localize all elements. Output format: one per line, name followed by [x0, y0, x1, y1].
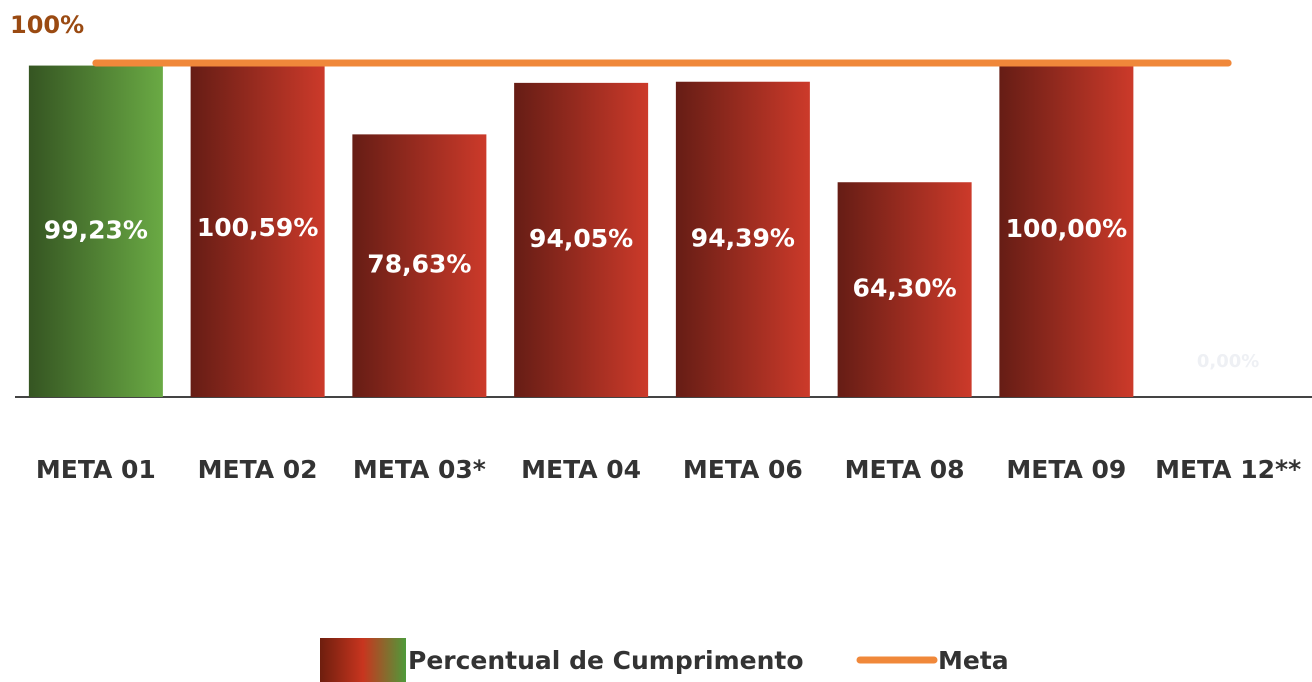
bar — [190, 61, 325, 398]
value-label: 0,00% — [1197, 351, 1259, 372]
x-tick-label: META 12** — [1155, 455, 1301, 484]
annotation: 100% — [10, 11, 84, 39]
bar — [837, 182, 972, 397]
x-tick-label: META 06 — [683, 455, 803, 484]
x-tick-label: META 02 — [198, 455, 318, 484]
bar — [28, 65, 163, 397]
value-label: 78,63% — [367, 250, 471, 279]
x-tick-label: META 08 — [845, 455, 965, 484]
legend-label: Percentual de Cumprimento — [408, 646, 804, 675]
value-label: 64,30% — [853, 274, 957, 303]
x-tick-label: META 09 — [1006, 455, 1126, 484]
x-tick-label: META 04 — [521, 455, 641, 484]
bar — [999, 63, 1134, 397]
value-label: 94,39% — [691, 223, 795, 252]
legend-label: Meta — [938, 646, 1009, 675]
x-tick-label: META 03* — [353, 455, 486, 484]
bar — [514, 82, 649, 398]
x-tick-label: META 01 — [36, 455, 156, 484]
value-label: 100,00% — [1006, 214, 1128, 243]
value-label: 99,23% — [44, 215, 148, 244]
value-label: 100,59% — [197, 213, 319, 242]
value-label: 94,05% — [529, 224, 633, 253]
bar — [352, 134, 487, 397]
bar — [675, 81, 810, 397]
legend-swatch — [320, 638, 406, 682]
